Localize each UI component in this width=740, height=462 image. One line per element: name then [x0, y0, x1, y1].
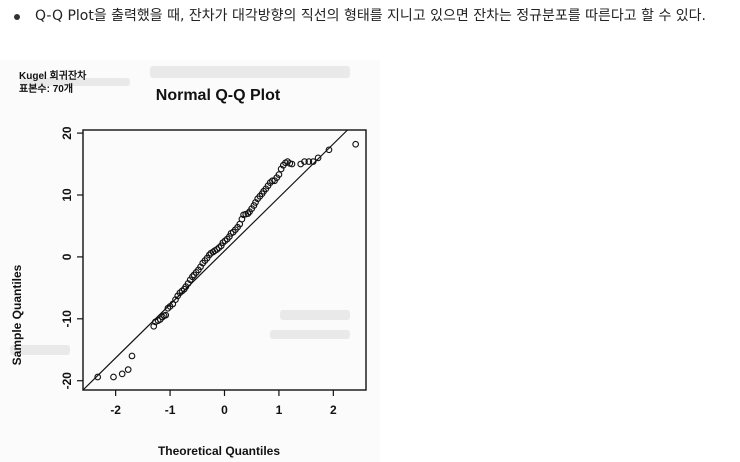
x-axis-label: Theoretical Quantiles: [158, 444, 280, 458]
y-tick-label: -20: [60, 372, 74, 390]
data-point: [309, 158, 317, 165]
data-point: [150, 322, 158, 330]
qq-plot-chart: Kugel 회귀잔차 표본수: 70개 Normal Q-Q Plot -20-…: [10, 66, 367, 458]
data-points: [94, 140, 360, 381]
plot-frame: [82, 129, 367, 391]
bullet-item: Q-Q Plot을 출력했을 때, 잔차가 대각방향의 직선의 형태를 지니고 …: [14, 6, 734, 27]
data-point: [189, 273, 196, 281]
data-point: [352, 140, 360, 148]
data-point: [128, 352, 136, 360]
y-tick-label: 20: [60, 126, 74, 140]
data-point: [124, 366, 132, 373]
x-tick-label: 1: [276, 403, 283, 417]
y-tick-label: -10: [60, 310, 74, 328]
x-tick-label: 2: [330, 403, 337, 417]
data-point: [110, 373, 117, 381]
data-point: [118, 370, 126, 378]
reference-line: [82, 129, 348, 391]
figure-meta-line-2: 표본수: 70개: [19, 82, 73, 95]
x-axis: -2 -1 0 1 2: [110, 390, 337, 417]
data-point: [238, 215, 246, 223]
data-point: [288, 160, 296, 168]
y-tick-label: 0: [60, 253, 74, 260]
x-tick-label: 0: [221, 403, 228, 417]
y-tick-label: 10: [60, 188, 74, 202]
data-point: [301, 158, 308, 165]
data-point: [162, 311, 170, 319]
data-point: [269, 177, 276, 185]
data-point: [275, 171, 283, 178]
bullet-text: Q-Q Plot을 출력했을 때, 잔차가 대각방향의 직선의 형태를 지니고 …: [35, 8, 706, 24]
data-point: [314, 154, 322, 162]
y-axis: -20 -10 0 10 20: [60, 126, 83, 389]
data-point: [305, 158, 313, 165]
data-point: [325, 146, 333, 154]
data-point: [159, 313, 166, 321]
y-axis-label: Sample Quantiles: [10, 264, 24, 365]
chart-title: Normal Q-Q Plot: [156, 87, 281, 104]
x-tick-label: -2: [110, 403, 121, 417]
data-point: [244, 210, 252, 217]
bullet-dot-icon: [14, 14, 20, 20]
figure-meta-line-1: Kugel 회귀잔차: [19, 69, 87, 82]
x-tick-label: -1: [165, 403, 176, 417]
data-point: [94, 373, 102, 381]
qq-plot-figure: Kugel 회귀잔차 표본수: 70개 Normal Q-Q Plot -20-…: [0, 60, 380, 462]
